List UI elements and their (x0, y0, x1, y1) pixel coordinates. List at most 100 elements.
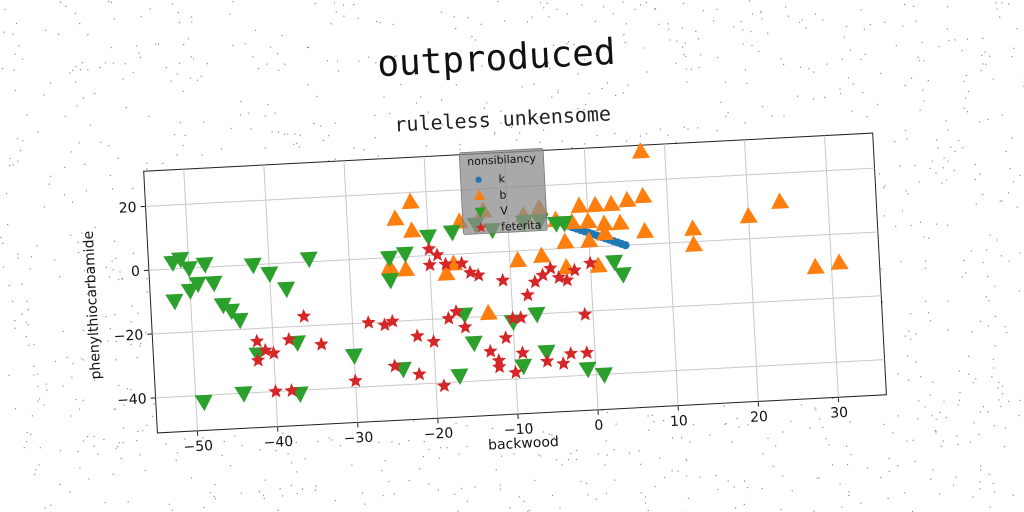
noise-speck (980, 469, 982, 471)
noise-speck (751, 44, 753, 46)
noise-speck (942, 167, 944, 169)
legend-marker-k (475, 176, 482, 183)
noise-speck (240, 100, 242, 102)
noise-speck (74, 12, 76, 14)
point-b (403, 221, 422, 238)
noise-speck (783, 63, 785, 65)
noise-speck (905, 190, 907, 192)
noise-speck (685, 55, 687, 57)
noise-speck (1019, 174, 1021, 177)
noise-speck (805, 27, 807, 29)
noise-speck (459, 143, 461, 145)
noise-speck (575, 458, 578, 461)
noise-speck (168, 503, 171, 505)
noise-speck (982, 193, 984, 196)
noise-speck (384, 460, 386, 462)
noise-speck (146, 162, 148, 164)
noise-speck (146, 424, 148, 426)
noise-speck (190, 16, 193, 18)
noise-speck (78, 142, 80, 144)
noise-speck (832, 397, 834, 400)
noise-speck (298, 146, 300, 148)
noise-speck (266, 63, 268, 65)
noise-speck (466, 445, 468, 448)
noise-speck (1007, 192, 1010, 194)
noise-speck (551, 434, 553, 436)
noise-speck (612, 13, 614, 15)
noise-speck (892, 432, 894, 434)
noise-speck (966, 38, 968, 40)
noise-speck (923, 236, 925, 238)
noise-speck (935, 223, 938, 225)
noise-speck (813, 510, 815, 512)
noise-speck (782, 475, 784, 477)
noise-speck (750, 31, 752, 33)
noise-speck (686, 475, 688, 477)
noise-speck (581, 4, 583, 6)
noise-speck (624, 41, 626, 44)
noise-speck (606, 411, 608, 414)
noise-speck (744, 69, 746, 71)
noise-speck (317, 440, 319, 442)
noise-speck (587, 494, 589, 496)
noise-speck (743, 503, 745, 505)
noise-speck (751, 13, 754, 15)
noise-speck (364, 503, 366, 505)
noise-speck (480, 23, 482, 25)
point-feterita (508, 364, 523, 379)
noise-speck (21, 313, 23, 315)
noise-speck (547, 62, 549, 64)
legend-label-b: b (499, 188, 507, 201)
noise-speck (220, 148, 222, 150)
noise-speck (556, 8, 558, 10)
noise-speck (1008, 400, 1010, 402)
noise-speck (104, 62, 107, 64)
noise-speck (996, 239, 998, 241)
noise-speck (37, 400, 39, 402)
noise-speck (299, 134, 301, 136)
noise-speck (924, 267, 927, 269)
noise-speck (244, 43, 246, 45)
noise-speck (902, 25, 904, 27)
noise-speck (383, 96, 385, 98)
noise-speck (923, 100, 925, 102)
noise-speck (440, 447, 442, 449)
noise-speck (37, 131, 39, 133)
noise-speck (808, 68, 810, 70)
noise-speck (974, 163, 976, 166)
noise-speck (75, 399, 77, 401)
noise-speck (328, 437, 330, 439)
noise-speck (929, 167, 931, 169)
noise-speck (594, 53, 596, 55)
point-b (636, 221, 655, 239)
noise-speck (50, 82, 52, 84)
noise-speck (986, 249, 988, 251)
noise-speck (322, 139, 324, 141)
noise-speck (115, 359, 117, 361)
noise-speck (577, 73, 579, 75)
noise-speck (388, 481, 390, 483)
point-b (632, 142, 651, 159)
noise-speck (82, 359, 85, 361)
noise-speck (615, 94, 617, 97)
noise-speck (18, 45, 20, 47)
noise-speck (527, 510, 529, 512)
noise-speck (467, 17, 469, 19)
noise-speck (142, 429, 144, 432)
noise-speck (1001, 2, 1003, 4)
noise-speck (1005, 150, 1007, 152)
noise-speck (979, 481, 981, 483)
noise-speck (84, 163, 86, 165)
noise-speck (99, 67, 101, 69)
point-feterita (513, 310, 528, 325)
noise-speck (932, 381, 934, 383)
point-V (418, 229, 437, 246)
noise-speck (907, 193, 909, 195)
noise-speck (924, 406, 926, 408)
noise-speck (254, 29, 257, 31)
point-b (556, 232, 575, 250)
noise-speck (382, 495, 384, 497)
noise-speck (716, 8, 718, 10)
noise-speck (992, 483, 994, 485)
noise-speck (1016, 28, 1018, 30)
